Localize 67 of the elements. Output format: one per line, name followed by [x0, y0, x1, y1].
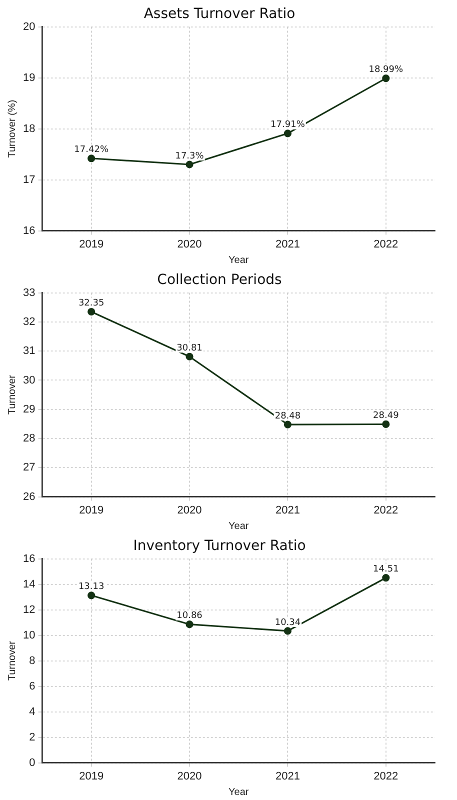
x-tick-label: 2019: [79, 770, 104, 782]
data-label: 17.3%: [175, 151, 204, 162]
data-label: 28.48: [274, 411, 301, 422]
data-label: 17.91%: [270, 120, 306, 130]
point: [284, 627, 292, 635]
y-tick-label: 20: [22, 20, 36, 33]
chart-title: Collection Periods: [157, 272, 282, 288]
y-axis-title: Turnover: [6, 374, 18, 415]
y-tick-label: 32: [22, 316, 36, 328]
point: [382, 574, 390, 582]
point: [186, 620, 194, 628]
y-tick-label: 27: [22, 462, 36, 474]
x-tick-label: 2021: [275, 504, 300, 516]
data-label: 17.42%: [74, 145, 109, 156]
y-tick-label: 16: [22, 552, 36, 565]
x-tick-label: 2019: [79, 238, 104, 250]
y-tick-label: 17: [22, 174, 36, 186]
y-tick-label: 6: [29, 680, 36, 692]
point: [88, 592, 96, 600]
point: [88, 154, 96, 162]
x-tick-label: 2022: [374, 238, 398, 250]
y-tick-label: 0: [29, 756, 36, 769]
y-axis-title: Turnover (%): [6, 100, 18, 158]
y-tick-label: 26: [22, 490, 36, 503]
y-tick-label: 29: [22, 403, 36, 416]
point: [284, 420, 292, 428]
point: [186, 352, 194, 360]
x-axis-title: Year: [228, 254, 250, 266]
data-label: 18.99%: [368, 65, 404, 76]
y-tick-label: 10: [22, 629, 36, 642]
y-tick-label: 14: [22, 578, 36, 590]
x-tick-label: 2020: [177, 504, 202, 516]
x-axis-title: Year: [228, 520, 250, 532]
y-tick-label: 33: [22, 286, 36, 299]
y-tick-label: 19: [22, 72, 36, 84]
data-label: 30.81: [176, 343, 202, 354]
point: [382, 420, 390, 428]
x-tick-label: 2021: [275, 238, 300, 250]
data-label: 10.86: [176, 611, 203, 622]
y-tick-label: 30: [22, 374, 36, 386]
y-tick-label: 28: [22, 432, 36, 445]
y-axis-title: Turnover: [6, 640, 18, 681]
chart-title: Inventory Turnover Ratio: [133, 538, 306, 554]
x-tick-label: 2020: [177, 238, 202, 250]
x-tick-label: 2021: [275, 770, 300, 782]
data-label: 32.35: [78, 298, 104, 309]
data-label: 28.49: [373, 411, 400, 422]
y-tick-label: 2: [29, 731, 36, 744]
x-tick-label: 2022: [374, 504, 398, 516]
x-axis-title: Year: [228, 786, 250, 798]
point: [186, 160, 194, 168]
y-tick-label: 8: [29, 654, 36, 667]
data-label: 14.51: [373, 564, 399, 575]
y-tick-label: 31: [22, 345, 36, 358]
x-tick-label: 2022: [374, 770, 398, 782]
point: [88, 308, 96, 316]
data-label: 13.13: [78, 582, 104, 592]
data-label: 10.34: [274, 618, 301, 628]
chart-title: Assets Turnover Ratio: [144, 6, 296, 22]
y-tick-label: 18: [22, 122, 36, 135]
x-tick-label: 2019: [79, 504, 104, 516]
x-tick-label: 2020: [177, 770, 202, 782]
y-tick-label: 16: [22, 224, 36, 237]
point: [382, 74, 390, 82]
point: [284, 130, 292, 138]
y-tick-label: 12: [22, 604, 36, 616]
y-tick-label: 4: [29, 706, 36, 718]
